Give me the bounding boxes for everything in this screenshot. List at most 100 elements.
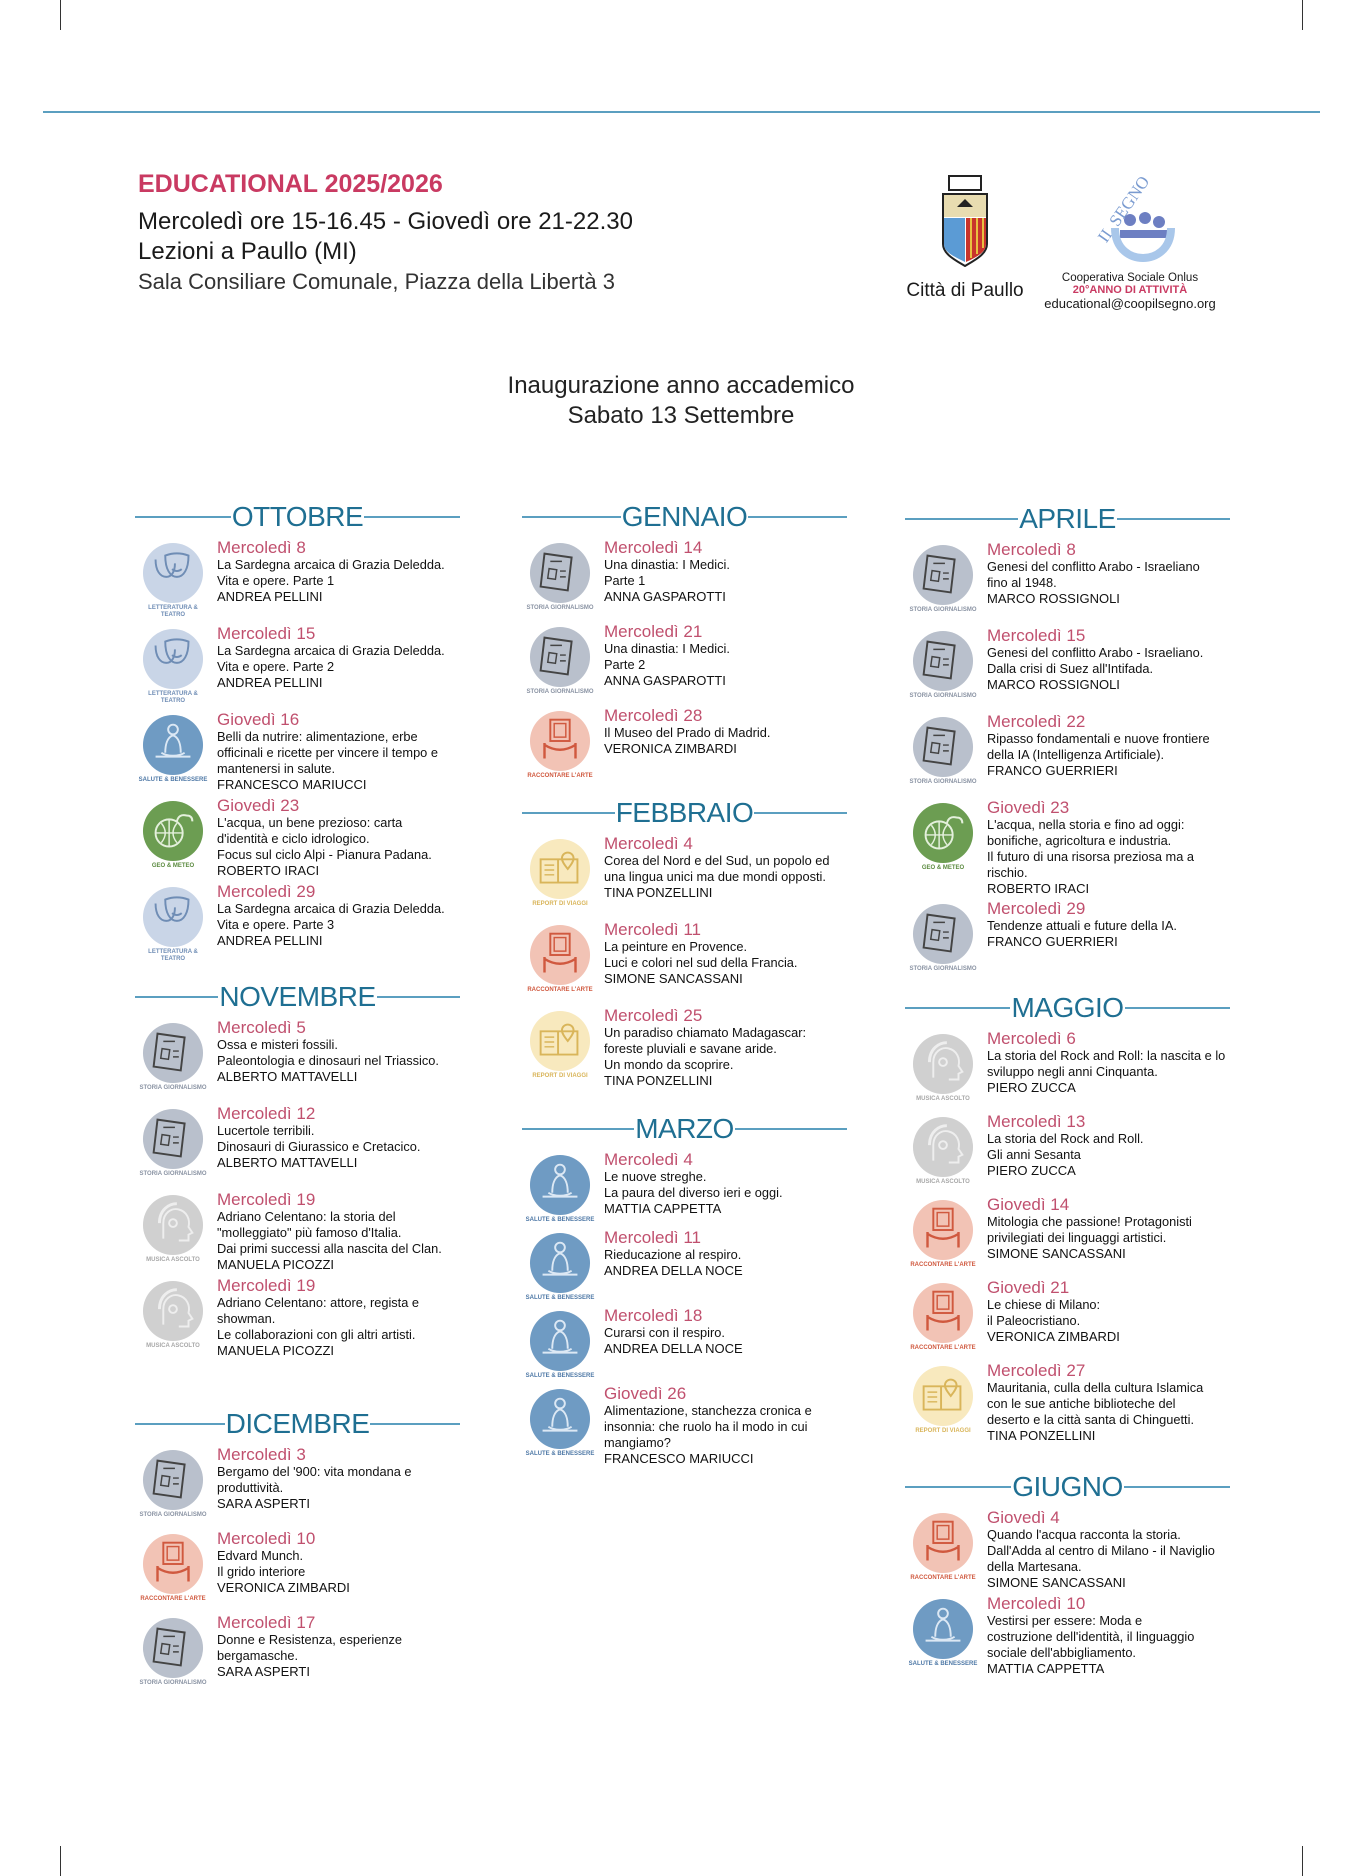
newspaper-icon [142, 1617, 204, 1679]
category-badge: RACCONTARE L'ARTE [905, 1195, 981, 1276]
newspaper-icon [912, 903, 974, 965]
lecture-entry: STORIA GIORNALISMO Mercoledì 12 Lucertol… [135, 1104, 460, 1190]
lecture-speaker: ANNA GASPAROTTI [604, 673, 726, 688]
lecture-speaker: MANUELA PICOZZI [217, 1343, 335, 1358]
lecture-title: d'identità e ciclo idrologico. [217, 831, 370, 846]
lecture-date: Giovedì 21 [987, 1278, 1070, 1297]
lecture-title: showman. [217, 1311, 276, 1326]
lecture-entry: GEO & METEO Giovedì 23 L'acqua, un bene … [135, 796, 460, 882]
category-badge: SALUTE & BENESSERE [522, 1384, 598, 1467]
newspaper-icon [142, 1022, 204, 1084]
top-divider [43, 111, 1320, 113]
lecture-speaker: PIERO ZUCCA [987, 1163, 1076, 1178]
lecture-title: Rieducazione al respiro. [604, 1247, 742, 1262]
divider [905, 518, 1019, 520]
lecture-entry: STORIA GIORNALISMO Mercoledì 15 Genesi d… [905, 626, 1230, 712]
lecture-title: Tendenze attuali e future della IA. [987, 918, 1177, 933]
lecture-title: bergamasche. [217, 1648, 299, 1663]
category-badge: STORIA GIORNALISMO [135, 1018, 211, 1102]
category-label: RACCONTARE L'ARTE [910, 1262, 976, 1268]
lecture-entry: GEO & METEO Giovedì 23 L'acqua, nella st… [905, 798, 1230, 899]
lecture-title: Luci e colori nel sud della Francia. [604, 955, 798, 970]
lecture-speaker: ANDREA PELLINI [217, 675, 323, 690]
lecture-entry: STORIA GIORNALISMO Mercoledì 3 Bergamo d… [135, 1445, 460, 1529]
lecture-date: Mercoledì 15 [987, 626, 1086, 645]
category-label: REPORT DI VIAGGI [532, 1073, 588, 1079]
lecture-speaker: MATTIA CAPPETTA [987, 1661, 1105, 1676]
coop-email[interactable]: educational@coopilsegno.org [1044, 296, 1216, 311]
category-badge: RACCONTARE L'ARTE [135, 1529, 211, 1611]
category-label: MUSICA ASCOLTO [916, 1096, 970, 1102]
lecture-title: La Sardegna arcaica di Grazia Deledda. [217, 557, 445, 572]
category-badge: STORIA GIORNALISMO [522, 622, 598, 704]
lecture-title: Adriano Celentano: attore, regista e [217, 1295, 420, 1310]
lecture-date: Mercoledì 8 [987, 540, 1076, 559]
lecture-entry: LETTERATURA & TEATRO Mercoledì 29 La Sar… [135, 882, 460, 968]
lecture-title: Dai primi successi alla nascita del Clan… [217, 1241, 442, 1256]
inauguration-date: Sabato 13 Settembre [567, 402, 795, 429]
lecture-date: Giovedì 14 [987, 1195, 1070, 1214]
museum-frame-icon [529, 924, 591, 986]
lecture-title: Vestirsi per essere: Moda e [987, 1613, 1143, 1628]
category-label: SALUTE & BENESSERE [525, 1295, 595, 1301]
map-book-icon [529, 838, 591, 900]
lecture-title: costruzione dell'identità, il linguaggio [987, 1629, 1195, 1644]
lecture-speaker: ALBERTO MATTAVELLI [217, 1069, 358, 1084]
category-label: LETTERATURA & TEATRO [148, 605, 198, 618]
divider [905, 1007, 1011, 1009]
lecture-title: deserto e la città santa di Chinguetti. [987, 1412, 1195, 1427]
lecture-entry: RACCONTARE L'ARTE Mercoledì 28 Il Museo … [522, 706, 847, 790]
lecture-speaker: PIERO ZUCCA [987, 1080, 1076, 1095]
category-label: GEO & METEO [921, 865, 965, 871]
month-title: MARZO [635, 1113, 734, 1144]
meditation-icon [529, 1154, 591, 1216]
lecture-title: Ossa e misteri fossili. [217, 1037, 338, 1052]
headphones-head-icon [142, 1194, 204, 1256]
month-febbraio: FEBBRAIO REPORT DI VIAGGI Mercoledì 4 Co… [522, 796, 847, 1092]
divider [754, 812, 847, 814]
divider [364, 516, 460, 518]
month-title: DICEMBRE [225, 1408, 370, 1439]
lecture-title: Parte 1 [604, 573, 646, 588]
category-label: STORIA GIORNALISMO [139, 1171, 207, 1177]
headphones-head-icon [912, 1033, 974, 1095]
category-label: LETTERATURA & TEATRO [148, 691, 198, 704]
lecture-title: Vita e opere. Parte 2 [217, 659, 335, 674]
lecture-title: Parte 2 [604, 657, 646, 672]
category-label: RACCONTARE L'ARTE [910, 1575, 976, 1581]
coop-type: Cooperativa Sociale Onlus [1061, 272, 1199, 284]
category-badge: SALUTE & BENESSERE [135, 710, 211, 794]
museum-frame-icon [912, 1199, 974, 1261]
lecture-speaker: TINA PONZELLINI [987, 1428, 1096, 1443]
category-label: SALUTE & BENESSERE [908, 1661, 978, 1667]
category-label: REPORT DI VIAGGI [532, 901, 588, 907]
lecture-entry: STORIA GIORNALISMO Mercoledì 14 Una dina… [522, 538, 847, 622]
lecture-date: Mercoledì 8 [217, 538, 306, 557]
category-badge: SALUTE & BENESSERE [522, 1228, 598, 1304]
category-label: SALUTE & BENESSERE [138, 777, 208, 783]
lecture-speaker: SIMONE SANCASSANI [604, 971, 743, 986]
lecture-date: Mercoledì 17 [217, 1613, 316, 1632]
theater-masks-icon [142, 542, 204, 604]
divider [376, 996, 460, 998]
lecture-title: Le nuove streghe. [604, 1169, 707, 1184]
lecture-entry: STORIA GIORNALISMO Mercoledì 5 Ossa e mi… [135, 1018, 460, 1104]
category-label: MUSICA ASCOLTO [916, 1179, 970, 1185]
category-label: RACCONTARE L'ARTE [527, 987, 593, 993]
category-badge: REPORT DI VIAGGI [522, 834, 598, 918]
lecture-title: Vita e opere. Parte 1 [217, 573, 335, 588]
lecture-title: foreste pluviali e savane aride. [604, 1041, 777, 1056]
lecture-speaker: SARA ASPERTI [217, 1664, 310, 1679]
category-badge: LETTERATURA & TEATRO [135, 538, 211, 622]
divider [1123, 1486, 1230, 1488]
lecture-entry: STORIA GIORNALISMO Mercoledì 17 Donne e … [135, 1613, 460, 1697]
coop-logo: IL SEGNO Cooperativa Sociale Onlus 20°AN… [1030, 168, 1230, 311]
lecture-speaker: SIMONE SANCASSANI [987, 1575, 1126, 1590]
category-label: STORIA GIORNALISMO [909, 607, 977, 613]
lecture-date: Mercoledì 4 [604, 1150, 693, 1169]
lecture-entry: SALUTE & BENESSERE Mercoledì 18 Curarsi … [522, 1306, 847, 1384]
lecture-date: Mercoledì 18 [604, 1306, 703, 1325]
lecture-title: Corea del Nord e del Sud, un popolo ed [604, 853, 830, 868]
theater-masks-icon [142, 628, 204, 690]
lecture-speaker: FRANCESCO MARIUCCI [604, 1451, 754, 1466]
